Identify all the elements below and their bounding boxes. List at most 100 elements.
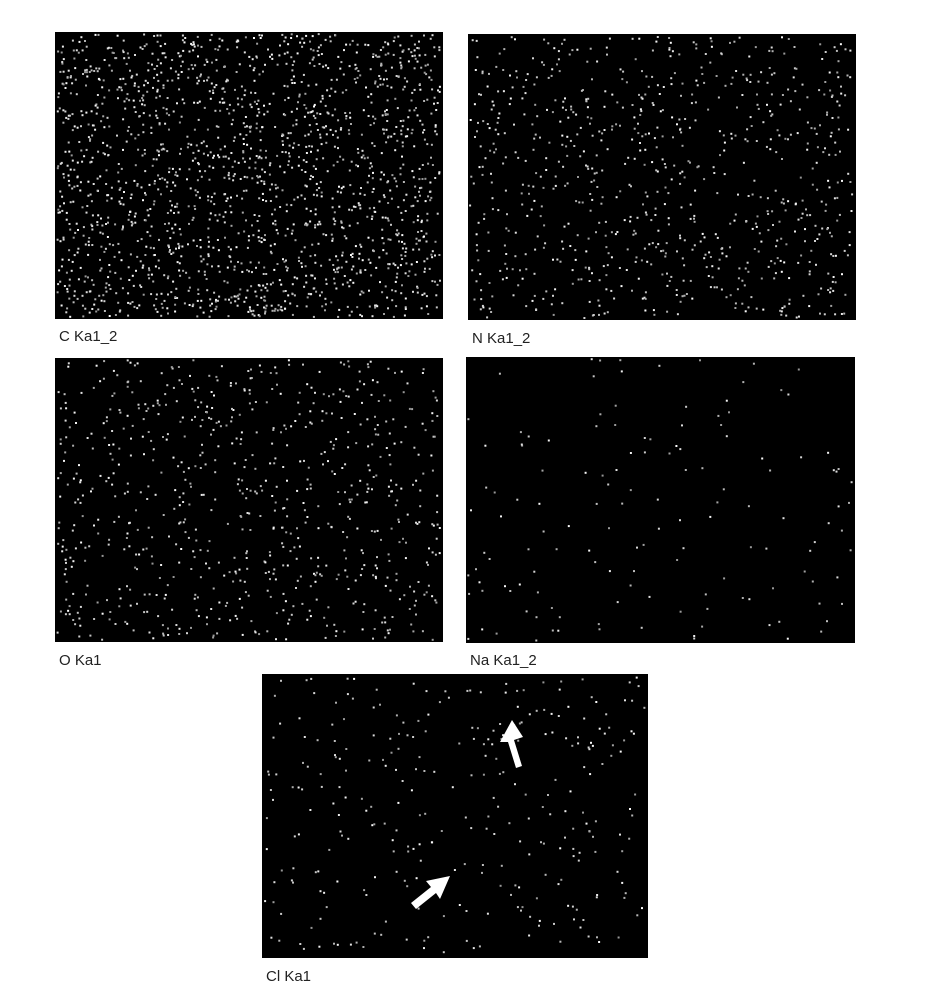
speckle: [253, 67, 256, 70]
speckle: [642, 203, 644, 206]
speckle: [747, 270, 750, 273]
speckle: [662, 249, 665, 252]
speckle: [365, 894, 368, 896]
speckle: [485, 486, 488, 489]
speckle: [309, 410, 312, 413]
speckle: [127, 266, 130, 269]
speckle: [551, 68, 554, 71]
speckle: [254, 92, 257, 94]
speckle: [382, 242, 385, 245]
speckle: [480, 93, 482, 96]
speckle: [631, 104, 634, 106]
speckle: [284, 99, 286, 102]
speckle: [147, 407, 150, 410]
speckle: [134, 111, 137, 113]
speckle: [190, 64, 193, 66]
speckle: [269, 244, 272, 247]
speckle: [143, 33, 146, 36]
speckle: [372, 706, 375, 709]
speckle: [351, 256, 354, 258]
speckle: [432, 435, 435, 438]
speckle: [367, 464, 370, 467]
speckle: [236, 483, 239, 486]
speckle: [373, 206, 376, 209]
speckle: [178, 121, 181, 124]
speckle: [382, 249, 385, 252]
speckle: [221, 39, 224, 42]
speckle: [423, 235, 425, 238]
speckle: [194, 189, 197, 192]
speckle: [138, 304, 141, 307]
speckle: [136, 183, 139, 185]
speckle: [343, 235, 346, 238]
speckle: [74, 78, 77, 81]
speckle: [241, 211, 244, 214]
speckle: [820, 200, 823, 203]
speckle: [272, 222, 275, 225]
speckle: [331, 114, 334, 117]
speckle: [532, 185, 535, 188]
speckle: [57, 527, 60, 530]
speckle: [309, 487, 312, 490]
speckle: [431, 420, 434, 422]
speckle: [89, 290, 92, 293]
speckle: [275, 612, 278, 615]
speckle: [127, 292, 130, 295]
speckle: [333, 211, 336, 214]
speckle: [137, 407, 140, 410]
speckle: [234, 300, 237, 303]
speckle: [63, 176, 65, 179]
speckle: [180, 461, 183, 464]
speckle: [400, 292, 403, 295]
speckle: [91, 156, 94, 159]
speckle: [827, 289, 830, 291]
speckle: [76, 161, 79, 164]
speckle: [96, 177, 99, 180]
speckle: [596, 894, 599, 896]
speckle: [116, 134, 118, 137]
speckle: [641, 97, 644, 100]
speckle: [579, 155, 582, 158]
speckle: [160, 193, 162, 196]
speckle: [496, 121, 499, 124]
speckle: [403, 314, 406, 317]
speckle: [62, 539, 65, 542]
speckle: [203, 270, 206, 273]
speckle: [756, 215, 759, 218]
speckle: [106, 144, 109, 147]
speckle: [566, 135, 569, 138]
speckle: [284, 36, 287, 39]
speckle: [490, 311, 493, 313]
speckle: [77, 51, 80, 54]
speckle: [192, 303, 195, 306]
speckle: [177, 77, 180, 80]
speckle: [430, 253, 433, 256]
speckle: [595, 502, 598, 505]
speckle: [123, 100, 126, 103]
speckle: [383, 173, 385, 176]
speckle: [56, 167, 59, 170]
speckle: [824, 81, 827, 83]
speckle: [401, 240, 403, 243]
speckle: [139, 99, 141, 102]
speckle: [741, 597, 744, 599]
speckle: [269, 55, 271, 58]
speckle: [264, 307, 267, 310]
speckle: [155, 96, 158, 99]
speckle: [209, 304, 212, 307]
speckle: [282, 507, 285, 510]
speckle: [296, 35, 298, 38]
speckle: [101, 224, 104, 227]
speckle: [381, 291, 384, 294]
speckle: [344, 491, 346, 494]
speckle: [382, 758, 384, 761]
speckle: [696, 166, 699, 169]
speckle: [841, 179, 843, 182]
speckle: [585, 250, 588, 253]
speckle: [503, 244, 506, 247]
speckle: [122, 427, 125, 430]
speckle: [372, 734, 375, 737]
speckle: [411, 170, 414, 173]
speckle: [187, 142, 190, 145]
speckle: [164, 593, 167, 596]
